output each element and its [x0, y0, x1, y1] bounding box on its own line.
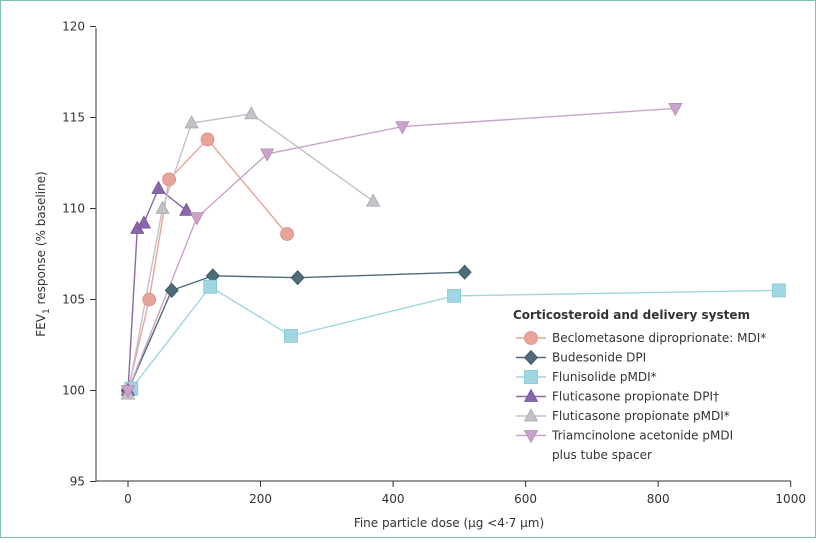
x-axis-title: Fine particle dose (µg <4·7 µm) — [354, 516, 544, 530]
data-point — [284, 328, 298, 343]
legend-entry: Fluticasone propionate DPI† — [516, 388, 719, 404]
data-point — [668, 103, 683, 117]
legend-marker — [524, 331, 538, 345]
legend-marker — [523, 408, 539, 422]
legend-marker — [523, 388, 539, 402]
data-point — [203, 279, 218, 294]
data-point — [162, 172, 176, 187]
data-point — [280, 227, 294, 241]
data-point — [184, 115, 199, 129]
data-point — [120, 385, 136, 399]
y-tick-label: 110 — [62, 202, 85, 216]
series-lines — [127, 107, 779, 395]
series-markers — [120, 103, 786, 400]
legend-label: Fluticasone propionate pMDI* — [552, 409, 730, 423]
legend-entry: Beclometasone diproprionate: MDI* — [516, 331, 766, 345]
data-point — [244, 106, 259, 120]
data-point — [179, 202, 194, 216]
data-point — [457, 264, 472, 280]
legend-entry: Budesonide DPI — [516, 349, 646, 366]
legend-marker — [523, 349, 539, 366]
data-point — [395, 121, 410, 135]
series-line — [127, 107, 676, 391]
data-point — [290, 270, 305, 286]
data-point — [259, 148, 275, 162]
x-tick-label: 600 — [514, 492, 537, 506]
legend-label: Fluticasone propionate DPI† — [552, 390, 719, 404]
x-tick-label: 800 — [647, 492, 670, 506]
series-line — [127, 113, 374, 395]
x-tick-label: 0 — [124, 492, 132, 506]
data-point — [142, 292, 157, 307]
y-tick-label: 95 — [70, 475, 85, 489]
legend-label: Beclometasone diproprionate: MDI* — [552, 331, 766, 345]
y-axis-title: FEV1 response (% baseline) — [34, 171, 52, 336]
y-tick-label: 100 — [62, 384, 85, 398]
data-point — [447, 288, 461, 303]
y-tick-label: 105 — [62, 293, 85, 307]
y-tick-label: 120 — [62, 20, 85, 34]
legend-entry: Triamcinolone acetonide pMDI plus tube sp… — [516, 429, 733, 462]
legend-title: Corticosteroid and delivery system — [513, 308, 750, 322]
data-point — [189, 212, 205, 226]
legend-entry: Flunisolide pMDI* — [516, 370, 657, 384]
data-point — [136, 215, 152, 229]
legend-marker — [523, 430, 539, 444]
data-point — [771, 283, 786, 298]
data-point — [151, 180, 166, 194]
x-tick-label: 1000 — [775, 492, 806, 506]
x-tick-label: 400 — [382, 492, 405, 506]
data-point — [155, 200, 170, 214]
x-tick-label: 200 — [249, 492, 272, 506]
data-point — [200, 132, 215, 147]
legend-label: Flunisolide pMDI* — [552, 370, 657, 384]
legend: Corticosteroid and delivery system Beclo… — [513, 308, 766, 462]
data-point — [164, 282, 179, 298]
legend-entry: Fluticasone propionate pMDI* — [516, 408, 730, 423]
legend-label-continued: plus tube spacer — [552, 448, 652, 462]
axes — [95, 28, 791, 482]
ticks: 0 200 400 600 800 1000 95 100 105 110 115 120 — [62, 20, 806, 507]
legend-label: Triamcinolone acetonide pMDI — [551, 429, 733, 443]
data-point — [366, 193, 381, 207]
y-tick-label: 115 — [62, 111, 85, 125]
legend-marker — [524, 370, 538, 384]
legend-label: Budesonide DPI — [552, 351, 646, 365]
